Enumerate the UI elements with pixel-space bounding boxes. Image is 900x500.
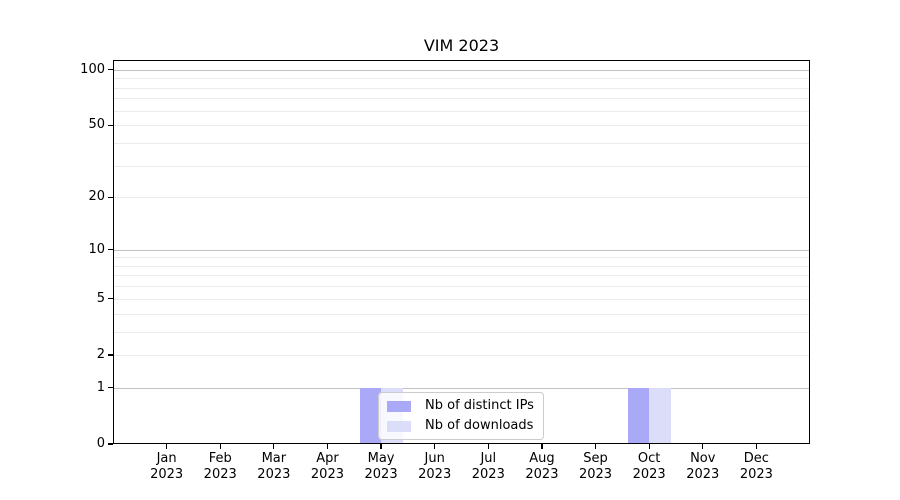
bar-distinct-ips [627,387,650,444]
x-tick-month: Jan [156,451,177,466]
x-tick-year: 2023 [310,466,344,482]
plot-area [113,60,810,444]
minor-gridline [113,98,810,100]
x-tick-mark [594,444,597,449]
legend-swatch-icon [387,420,411,432]
x-tick-year: 2023 [150,466,184,482]
minor-gridline [113,165,810,167]
x-tick-label: Jun 2023 [399,451,471,482]
x-tick-mark [166,444,168,449]
x-tick-year: 2023 [632,466,666,482]
minor-gridline [113,298,810,300]
legend-label: Nb of distinct IPs [425,398,534,413]
y-tick-label: 100 [80,61,105,77]
minor-gridline [113,110,810,112]
y-tick-label: 2 [96,346,105,362]
major-gridline [113,387,810,389]
x-tick-label: Sep 2023 [560,451,632,482]
legend-entry: Nb of distinct IPs [387,398,534,414]
y-tick-label: 10 [88,241,105,257]
minor-gridline [113,257,810,259]
minor-gridline [113,265,810,267]
y-tick-mark [108,387,113,389]
x-tick-label: Mar 2023 [238,451,310,482]
legend-entry: Nb of downloads [387,418,534,434]
y-tick-label: 0 [96,436,105,451]
x-tick-year: 2023 [418,466,452,482]
x-tick-mark [326,444,329,449]
minor-gridline [113,331,810,333]
legend-label: Nb of downloads [425,418,534,433]
x-tick-year: 2023 [257,466,291,482]
x-tick-month: Dec [743,451,769,466]
x-tick-month: Mar [261,451,287,466]
minor-gridline [113,313,810,315]
x-tick-month: Feb [208,451,232,466]
x-tick-mark [273,444,275,449]
x-tick-month: Oct [637,451,661,466]
x-tick-month: Sep [583,451,608,466]
bar-distinct-ips [359,387,382,444]
x-tick-mark [541,444,543,449]
legend-swatch-icon [387,400,411,412]
y-tick-mark [108,69,113,71]
chart-title: VIM 2023 [423,36,500,55]
x-tick-year: 2023 [364,466,398,482]
x-tick-label: Oct 2023 [613,451,685,482]
legend: Nb of distinct IPs Nb of downloads [378,392,544,440]
x-tick-year: 2023 [686,466,720,482]
y-tick-label: 20 [88,189,105,205]
x-tick-mark [380,444,382,449]
x-tick-year: 2023 [578,466,613,482]
x-tick-year: 2023 [471,466,505,482]
x-tick-mark [702,444,704,449]
minor-gridline [113,78,810,80]
y-tick-mark [108,248,113,251]
x-tick-year: 2023 [739,466,773,482]
x-tick-year: 2023 [525,466,559,482]
y-tick-mark [108,196,113,198]
minor-gridline [113,286,810,288]
minor-gridline [113,354,810,356]
x-tick-mark [434,444,436,449]
y-tick-mark [108,354,113,356]
x-tick-month: Nov [690,451,716,466]
y-tick-label: 1 [96,379,105,395]
x-tick-year: 2023 [203,466,237,482]
x-tick-mark [648,444,650,449]
x-tick-month: May [367,451,395,466]
x-tick-label: Apr 2023 [291,451,363,482]
x-tick-label: Jan 2023 [131,451,203,482]
major-gridline [113,69,810,71]
minor-gridline [113,87,810,89]
x-tick-label: Nov 2023 [667,451,739,482]
x-tick-month: Jul [480,451,497,466]
x-tick-month: Jun [424,451,445,466]
minor-gridline [113,125,810,127]
y-tick-mark [108,124,113,126]
x-tick-mark [755,444,757,449]
y-tick-label: 50 [88,117,105,133]
x-tick-label: Dec 2023 [720,451,792,482]
minor-gridline [113,275,810,277]
minor-gridline [113,142,810,144]
minor-gridline [113,197,810,199]
y-tick-mark [108,298,113,300]
bar-downloads [649,387,671,444]
x-tick-label: Feb 2023 [184,451,256,482]
x-tick-label: May 2023 [345,451,417,482]
major-gridline [113,249,810,251]
y-tick-label: 5 [96,290,105,306]
x-tick-month: Aug [529,451,555,466]
x-tick-mark [487,444,489,449]
x-tick-label: Jul 2023 [452,451,524,482]
x-tick-label: Aug 2023 [506,451,578,482]
x-tick-month: Apr [316,451,339,466]
x-tick-mark [219,444,221,449]
y-tick-mark [108,443,113,445]
